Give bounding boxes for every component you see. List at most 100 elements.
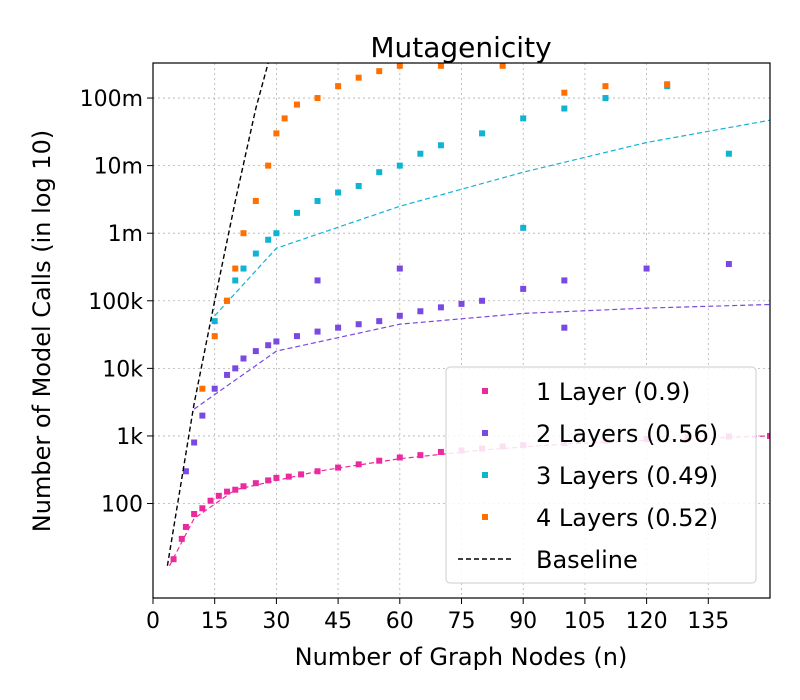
x-tick-label: 120 [626,609,668,634]
data-point [520,285,527,292]
legend: 1 Layer (0.9) 2 Layers (0.56) 3 Layers (0.… [445,366,757,584]
legend-marker [482,388,488,394]
x-tick-label: 45 [324,609,352,634]
data-point [561,105,568,112]
x-tick-label: 60 [386,609,414,634]
data-point [293,101,300,108]
y-tick-label: 100k [88,290,143,315]
data-point [479,297,486,304]
y-tick-label: 100m [80,87,143,112]
trend-line [214,119,770,317]
data-point [355,182,362,189]
data-point [314,95,321,102]
data-point [273,130,280,137]
data-point [182,523,189,530]
data-point [232,265,239,272]
data-point [199,385,206,392]
data-point [479,130,486,137]
data-point [252,348,259,355]
data-point [396,454,403,461]
data-point [396,265,403,272]
data-point [437,304,444,311]
data-point [437,63,444,69]
x-tick-label: 105 [564,609,606,634]
legend-entry: 4 Layers (0.52) [536,504,718,532]
data-point [725,261,732,268]
data-point [240,355,247,362]
data-point [224,488,231,495]
data-point [285,473,292,480]
data-point [232,365,239,372]
legend-box [445,366,757,584]
series-3 [211,83,770,325]
data-point [314,277,321,284]
y-tick-label: 100 [101,493,143,518]
data-point [396,312,403,319]
legend-marker [482,430,488,436]
data-point [437,448,444,455]
data-point [252,480,259,487]
data-point [199,412,206,419]
data-point [273,230,280,237]
data-point [265,162,272,169]
data-point [240,265,247,272]
baseline-line [166,63,269,566]
x-axis-label: Number of Graph Nodes (n) [295,643,628,671]
data-point [199,505,206,512]
data-point [170,556,177,563]
data-point [396,162,403,169]
data-point [335,83,342,90]
series-2 [182,261,770,475]
series-5 [166,63,269,566]
x-tick-label: 0 [146,609,160,634]
data-point [664,81,671,88]
data-point [417,452,424,459]
y-tick-label: 1m [108,222,143,247]
x-tick-label: 90 [509,609,537,634]
data-point [191,510,198,517]
data-point [561,277,568,284]
trend-line [193,303,770,410]
data-point [293,209,300,216]
data-point [561,324,568,331]
data-point [376,318,383,325]
data-point [520,115,527,122]
data-point [561,89,568,96]
x-tick-label: 15 [201,609,229,634]
data-point [281,115,288,122]
data-point [211,385,218,392]
data-point [355,74,362,81]
legend-entry: 2 Layers (0.56) [536,420,718,448]
data-point [265,342,272,349]
legend-marker [482,472,488,478]
data-point [232,486,239,493]
y-tick-label: 10k [102,357,143,382]
data-point [376,169,383,176]
y-tick-label: 10m [94,155,143,180]
data-point [376,457,383,464]
data-point [265,236,272,243]
data-point [643,265,650,272]
x-tick-label: 135 [687,609,729,634]
x-axis: 0 15 30 45 60 75 90 105 120 135 [146,598,729,634]
data-point [252,197,259,204]
series-4 [199,63,671,392]
data-point [211,333,218,340]
data-point [725,150,732,157]
data-point [602,83,609,90]
data-point [178,535,185,542]
x-tick-label: 75 [448,609,476,634]
x-tick-label: 30 [262,609,290,634]
data-point [458,300,465,307]
data-point [232,277,239,284]
data-point [252,250,259,257]
data-point [396,63,403,69]
data-point [417,150,424,157]
chart-title: Mutagenicity [370,31,551,64]
legend-entry: Baseline [536,546,638,574]
data-point [293,333,300,340]
data-point [265,477,272,484]
data-point [240,483,247,490]
data-point [240,230,247,237]
